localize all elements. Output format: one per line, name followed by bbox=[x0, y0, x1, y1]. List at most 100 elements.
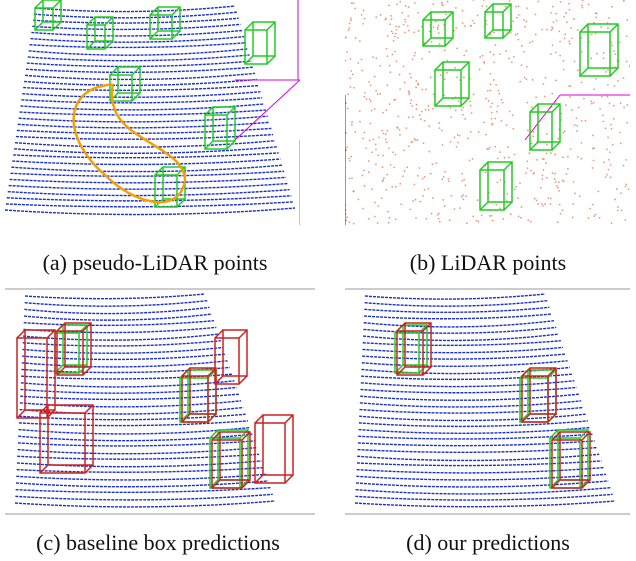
lidar-point bbox=[348, 27, 350, 29]
lidar-point bbox=[362, 175, 364, 177]
lidar-point bbox=[402, 175, 404, 177]
lidar-point bbox=[416, 104, 418, 106]
lidar-point bbox=[523, 19, 525, 21]
lidar-point bbox=[541, 29, 543, 31]
lidar-point bbox=[532, 40, 534, 42]
lidar-point bbox=[457, 134, 459, 136]
lidar-point bbox=[546, 177, 548, 179]
lidar-point bbox=[554, 173, 556, 175]
lidar-point bbox=[564, 38, 566, 40]
lidar-point bbox=[416, 108, 418, 110]
lidar-point bbox=[349, 77, 351, 79]
scan-line bbox=[357, 454, 599, 460]
lidar-point bbox=[623, 165, 625, 167]
lidar-point bbox=[605, 71, 607, 73]
lidar-point bbox=[410, 77, 412, 79]
lidar-point bbox=[619, 41, 621, 43]
lidar-point bbox=[464, 25, 466, 27]
lidar-point bbox=[438, 212, 440, 214]
lidar-point bbox=[493, 79, 495, 81]
lidar-point bbox=[593, 88, 595, 90]
lidar-point bbox=[552, 172, 554, 174]
lidar-point bbox=[510, 32, 512, 34]
scan-line bbox=[32, 24, 240, 29]
lidar-point bbox=[472, 215, 474, 217]
lidar-point bbox=[530, 221, 532, 223]
lidar-point bbox=[626, 122, 628, 124]
lidar-point bbox=[404, 32, 406, 34]
lidar-point bbox=[421, 58, 423, 60]
lidar-point bbox=[610, 176, 612, 178]
lidar-point bbox=[512, 128, 514, 130]
lidar-point bbox=[585, 120, 587, 122]
lidar-point bbox=[581, 51, 583, 53]
lidar-point bbox=[570, 148, 572, 150]
lidar-point bbox=[353, 87, 355, 89]
lidar-point bbox=[345, 60, 346, 62]
lidar-point bbox=[349, 178, 351, 180]
lidar-point bbox=[405, 127, 407, 129]
lidar-point bbox=[521, 64, 523, 66]
lidar-point bbox=[499, 93, 501, 95]
lidar-point bbox=[395, 186, 397, 188]
lidar-point bbox=[529, 42, 531, 44]
lidar-point bbox=[535, 34, 537, 36]
box bbox=[397, 323, 431, 375]
lidar-point bbox=[420, 118, 422, 120]
lidar-point bbox=[441, 178, 443, 180]
lidar-point bbox=[393, 40, 395, 42]
lidar-point bbox=[577, 156, 579, 158]
box bbox=[215, 330, 247, 384]
lidar-point bbox=[345, 37, 347, 39]
box bbox=[255, 415, 293, 483]
lidar-point bbox=[476, 220, 478, 222]
lidar-point bbox=[350, 19, 352, 21]
lidar-point bbox=[462, 180, 464, 182]
lidar-point bbox=[494, 146, 496, 148]
lidar-point bbox=[444, 78, 446, 80]
lidar-point bbox=[349, 160, 351, 162]
lidar-point bbox=[386, 189, 388, 191]
lidar-point bbox=[593, 160, 595, 162]
lidar-point bbox=[573, 181, 575, 183]
lidar-point bbox=[606, 148, 608, 150]
lidar-point bbox=[428, 109, 430, 111]
lidar-point bbox=[526, 7, 528, 9]
lidar-point bbox=[603, 57, 605, 59]
lidar-point bbox=[377, 222, 379, 224]
lidar-point bbox=[371, 188, 373, 190]
lidar-point bbox=[550, 12, 552, 14]
scan-line bbox=[15, 141, 275, 147]
lidar-point bbox=[379, 93, 381, 95]
lidar-point bbox=[614, 199, 616, 201]
box bbox=[580, 24, 618, 76]
lidar-point bbox=[489, 51, 491, 53]
scan-line bbox=[355, 501, 615, 507]
scan-line bbox=[10, 177, 286, 182]
lidar-point bbox=[595, 214, 597, 216]
scan-line bbox=[23, 86, 258, 91]
lidar-point bbox=[403, 66, 405, 68]
lidar-point bbox=[493, 32, 495, 34]
scan-line bbox=[24, 321, 214, 326]
scan-line bbox=[19, 116, 268, 122]
lidar-point bbox=[463, 179, 465, 181]
lidar-point bbox=[422, 195, 424, 197]
lidar-point bbox=[435, 162, 437, 164]
lidar-point bbox=[396, 29, 398, 31]
lidar-point bbox=[419, 201, 421, 203]
lidar-point bbox=[619, 131, 621, 133]
lidar-point bbox=[536, 159, 538, 161]
lidar-point bbox=[602, 121, 604, 123]
lidar-point bbox=[559, 204, 561, 206]
lidar-point bbox=[404, 18, 406, 20]
lidar-point bbox=[370, 100, 372, 102]
caption: (d) our predictions bbox=[340, 530, 636, 556]
caption: (b) LiDAR points bbox=[340, 250, 636, 276]
lidar-point bbox=[613, 50, 615, 52]
lidar-point bbox=[564, 130, 566, 132]
caption: (c) baseline box predictions bbox=[0, 530, 316, 556]
lidar-point bbox=[417, 175, 419, 177]
lidar-point bbox=[485, 172, 487, 174]
lidar-point bbox=[593, 215, 595, 217]
